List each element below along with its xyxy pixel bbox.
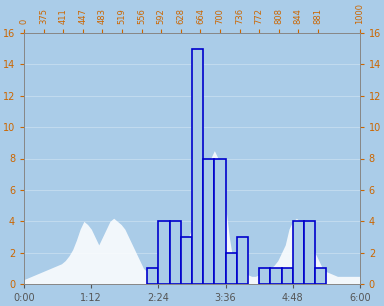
Bar [281, 268, 293, 284]
Bar [304, 221, 315, 284]
Bar [203, 159, 214, 284]
Bar [315, 268, 326, 284]
Bar [259, 268, 270, 284]
Bar [181, 237, 192, 284]
Bar [293, 221, 304, 284]
Bar [159, 221, 170, 284]
Bar [214, 159, 225, 284]
Bar [147, 268, 159, 284]
Bar [192, 49, 203, 284]
Bar [237, 237, 248, 284]
Bar [270, 268, 281, 284]
Bar [170, 221, 181, 284]
Bar [225, 253, 237, 284]
